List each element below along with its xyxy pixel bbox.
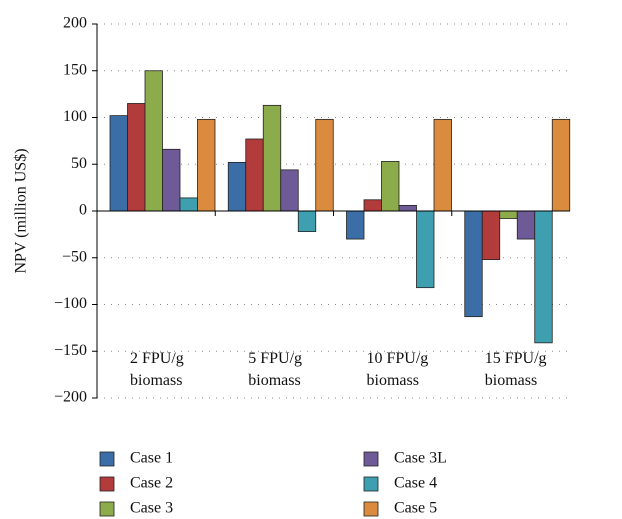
legend-label: Case 4 xyxy=(394,475,437,492)
legend-swatch xyxy=(363,501,379,517)
legend-swatch xyxy=(363,476,379,492)
bar xyxy=(551,118,571,212)
y-tick-label: 200 xyxy=(63,15,87,32)
y-tick-label: −150 xyxy=(54,342,87,359)
bar xyxy=(297,210,317,232)
bar xyxy=(363,199,382,212)
bar xyxy=(499,210,518,219)
legend-swatch xyxy=(99,501,115,517)
bar xyxy=(464,210,483,318)
bar xyxy=(109,115,128,212)
bar xyxy=(534,210,553,344)
bar xyxy=(381,161,400,212)
y-tick-label: −50 xyxy=(62,248,87,265)
legend-swatch xyxy=(99,451,115,467)
legend-label: Case 3 xyxy=(130,500,173,517)
bar xyxy=(433,118,452,212)
x-tick-label: 5 FPU/g biomass xyxy=(248,350,302,389)
bar xyxy=(262,104,282,212)
legend-label: Case 5 xyxy=(394,500,437,517)
bar xyxy=(179,197,198,212)
bar xyxy=(416,210,435,289)
bar xyxy=(227,161,247,212)
bar xyxy=(144,70,163,212)
y-tick-label: 0 xyxy=(79,202,87,219)
bar xyxy=(127,103,146,212)
x-tick-label: 2 FPU/g biomass xyxy=(130,350,184,389)
bar xyxy=(280,169,299,212)
bar xyxy=(197,118,216,212)
bar xyxy=(516,210,536,240)
legend-swatch xyxy=(363,451,379,467)
y-tick-label: 150 xyxy=(63,61,87,78)
y-tick-label: 50 xyxy=(71,155,87,172)
x-tick-label: 15 FPU/g biomass xyxy=(485,350,547,389)
y-tick-label: 100 xyxy=(63,108,87,125)
y-tick-label: −200 xyxy=(54,389,87,406)
x-tick-label: 10 FPU/g biomass xyxy=(367,350,429,389)
bar xyxy=(315,118,334,212)
legend-label: Case 1 xyxy=(130,450,173,467)
bar xyxy=(245,138,264,212)
bar xyxy=(398,204,417,212)
legend-label: Case 3L xyxy=(394,450,447,467)
bar xyxy=(162,148,181,212)
bar xyxy=(481,210,501,261)
y-axis-label: NPV (million US$) xyxy=(13,148,30,273)
y-tick-label: −100 xyxy=(54,295,87,312)
bar xyxy=(346,210,365,240)
legend-label: Case 2 xyxy=(130,475,173,492)
legend-swatch xyxy=(99,476,115,492)
